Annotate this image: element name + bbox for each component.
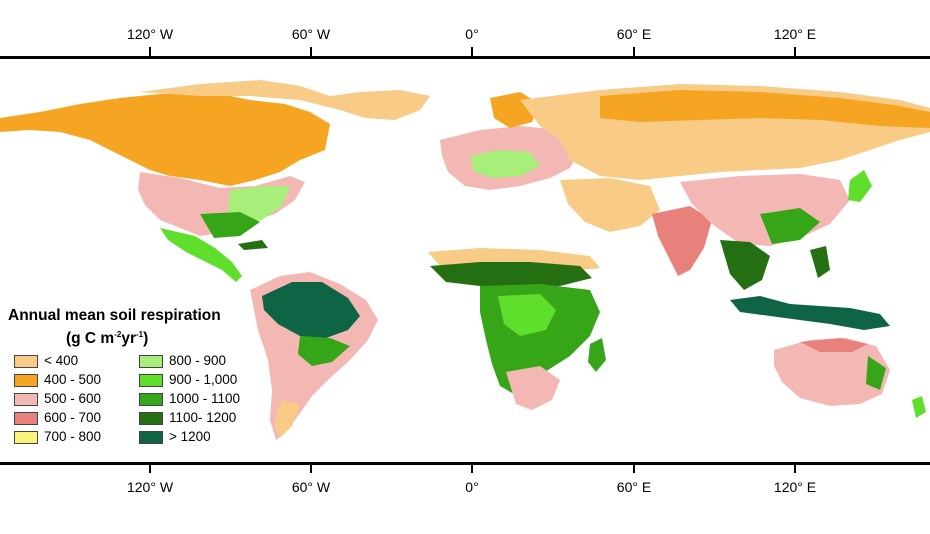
top-label-0: 0° bbox=[465, 26, 479, 42]
legend-label: 400 - 500 bbox=[44, 372, 102, 387]
legend-title-line2: (g C m-2yr-1) bbox=[66, 330, 149, 348]
arctic-islands bbox=[140, 80, 430, 120]
legend-swatch bbox=[139, 355, 163, 368]
legend-swatch bbox=[139, 412, 163, 425]
legend-swatch bbox=[14, 355, 38, 368]
europe-green bbox=[470, 150, 540, 178]
legend-label: > 1200 bbox=[169, 429, 211, 444]
legend-label: 600 - 700 bbox=[44, 410, 102, 425]
usa-southeast bbox=[200, 212, 260, 238]
legend-label: 800 - 900 bbox=[169, 353, 227, 368]
bottom-label-60e: 60° E bbox=[616, 479, 652, 495]
legend-label: 500 - 600 bbox=[44, 391, 102, 406]
legend-swatch bbox=[14, 412, 38, 425]
bottom-tick-120w bbox=[149, 464, 151, 473]
legend-swatch bbox=[139, 374, 163, 387]
top-tick-60w bbox=[310, 47, 312, 56]
bottom-label-120w: 120° W bbox=[126, 479, 174, 495]
legend-label: 700 - 800 bbox=[44, 429, 102, 444]
japan bbox=[848, 170, 872, 202]
legend-label: 900 - 1,000 bbox=[169, 372, 238, 387]
indonesia bbox=[730, 296, 890, 330]
southeast-asia bbox=[720, 240, 770, 290]
madagascar bbox=[588, 338, 606, 372]
sahel bbox=[430, 262, 592, 288]
southern-africa bbox=[506, 366, 560, 410]
north-america-boreal bbox=[0, 92, 330, 186]
southeast-china bbox=[760, 208, 820, 244]
siberia-boreal bbox=[600, 90, 930, 128]
legend-title-line1: Annual mean soil respiration bbox=[8, 307, 221, 324]
bottom-label-120e: 120° E bbox=[773, 479, 817, 495]
bottom-tick-60w bbox=[310, 464, 312, 473]
australia bbox=[774, 338, 890, 406]
congo-core bbox=[498, 294, 556, 336]
amazon-edge bbox=[298, 336, 350, 366]
top-label-60e: 60° E bbox=[616, 26, 652, 42]
legend-swatch bbox=[14, 431, 38, 444]
legend-swatch bbox=[139, 431, 163, 444]
australia-east-coast bbox=[866, 356, 886, 390]
legend-label: 1000 - 1100 bbox=[169, 391, 241, 406]
map-bottom-border bbox=[0, 462, 930, 465]
top-tick-120w bbox=[149, 47, 151, 56]
philippines bbox=[810, 246, 830, 278]
bottom-tick-60e bbox=[633, 464, 635, 473]
bottom-tick-120e bbox=[794, 464, 796, 473]
legend-swatch bbox=[14, 393, 38, 406]
top-tick-0 bbox=[471, 47, 473, 56]
caribbean bbox=[238, 240, 268, 250]
bottom-label-0: 0° bbox=[465, 479, 479, 495]
australia-north-coast bbox=[800, 338, 868, 352]
legend: Annual mean soil respiration (g C m-2yr-… bbox=[8, 306, 240, 444]
legend-label: 1100- 1200 bbox=[169, 410, 237, 425]
legend-swatch bbox=[14, 374, 38, 387]
legend-label: < 400 bbox=[44, 353, 79, 368]
top-tick-60e bbox=[633, 47, 635, 56]
patagonia bbox=[274, 400, 300, 438]
map-top-border bbox=[0, 56, 930, 59]
central-america bbox=[160, 228, 242, 282]
top-label-120w: 120° W bbox=[126, 26, 174, 42]
top-tick-120e bbox=[794, 47, 796, 56]
top-label-120e: 120° E bbox=[773, 26, 817, 42]
new-zealand bbox=[912, 396, 926, 418]
bottom-tick-0 bbox=[471, 464, 473, 473]
amazon-forest bbox=[262, 282, 360, 338]
middle-east bbox=[560, 178, 660, 232]
top-label-60w: 60° W bbox=[291, 26, 331, 42]
world-soil-respiration-map bbox=[0, 80, 930, 440]
legend-swatch bbox=[139, 393, 163, 406]
india bbox=[652, 206, 712, 276]
bottom-label-60w: 60° W bbox=[291, 479, 331, 495]
